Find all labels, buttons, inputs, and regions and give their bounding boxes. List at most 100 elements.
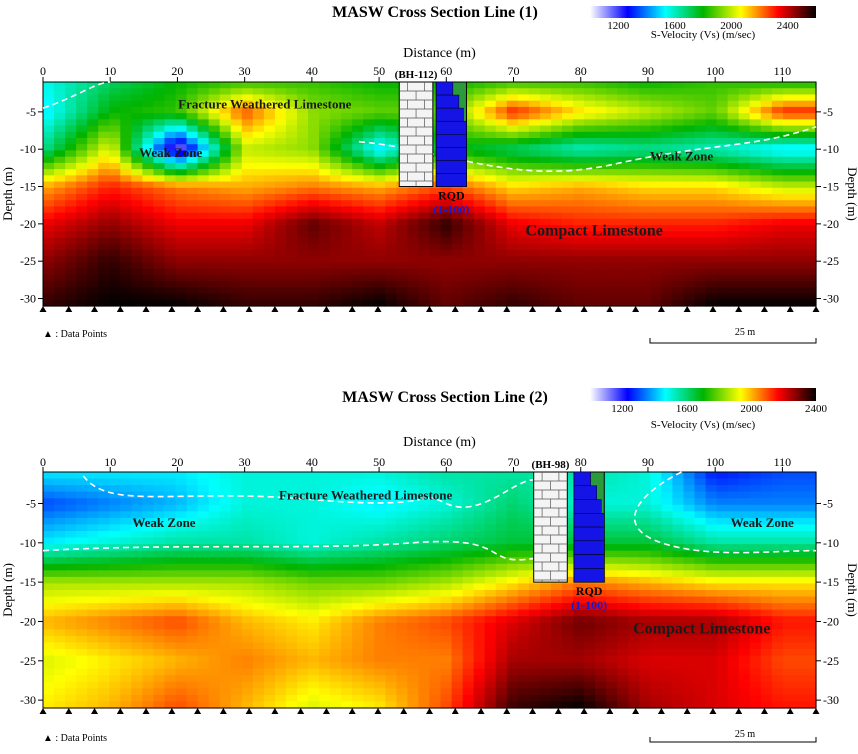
heatmap-cell — [551, 281, 563, 288]
heatmap-cell — [176, 505, 188, 512]
heatmap-cell — [650, 138, 662, 145]
heatmap-cell — [529, 616, 541, 623]
heatmap-cell — [474, 610, 486, 617]
heatmap-cell — [319, 577, 331, 584]
heatmap-cell — [474, 294, 486, 301]
heatmap-cell — [120, 610, 132, 617]
heatmap-cell — [209, 642, 221, 649]
heatmap-cell — [54, 557, 66, 564]
heatmap-cell — [176, 669, 188, 676]
heatmap-cell — [650, 524, 662, 531]
heatmap-cell — [706, 294, 718, 301]
heatmap-cell — [319, 695, 331, 702]
heatmap-cell — [661, 498, 673, 505]
heatmap-cell — [485, 557, 497, 564]
colorbar-tick-label: 2400 — [805, 403, 828, 415]
rqd-label: RQD — [438, 189, 465, 203]
heatmap-cell — [529, 213, 541, 220]
heatmap-cell — [507, 583, 519, 590]
heatmap-cell — [794, 262, 806, 269]
heatmap-cell — [43, 642, 55, 649]
heatmap-cell — [98, 256, 110, 263]
heatmap-cell — [65, 238, 77, 245]
heatmap-cell — [131, 669, 143, 676]
heatmap-cell — [584, 188, 596, 195]
heatmap-cell — [628, 132, 640, 139]
heatmap-cell — [65, 623, 77, 630]
heatmap-cell — [606, 132, 618, 139]
heatmap-cell — [297, 238, 309, 245]
heatmap-cell — [54, 675, 66, 682]
heatmap-cell — [198, 524, 210, 531]
heatmap-cell — [120, 225, 132, 232]
heatmap-cell — [164, 538, 176, 545]
heatmap-cell — [231, 244, 243, 251]
heatmap-cell — [706, 262, 718, 269]
heatmap-cell — [430, 557, 442, 564]
heatmap-cell — [551, 163, 563, 170]
heatmap-cell — [672, 557, 684, 564]
heatmap-cell — [661, 256, 673, 263]
heatmap-cell — [639, 669, 651, 676]
heatmap-cell — [407, 231, 419, 238]
heatmap-cells — [43, 472, 817, 709]
heatmap-cell — [164, 675, 176, 682]
heatmap-cell — [772, 206, 784, 213]
heatmap-cell — [76, 518, 88, 525]
heatmap-cell — [242, 138, 254, 145]
heatmap-cell — [242, 564, 254, 571]
heatmap-cell — [385, 577, 397, 584]
heatmap-cell — [496, 642, 508, 649]
heatmap-cell — [142, 213, 154, 220]
heatmap-cell — [341, 219, 353, 226]
heatmap-cell — [717, 107, 729, 114]
heatmap-cell — [308, 479, 320, 486]
heatmap-cell — [617, 505, 629, 512]
heatmap-cell — [650, 262, 662, 269]
heatmap-cell — [584, 669, 596, 676]
heatmap-cell — [330, 269, 342, 276]
heatmap-cell — [650, 662, 662, 669]
heatmap-cell — [131, 194, 143, 201]
heatmap-cell — [617, 597, 629, 604]
heatmap-cell — [209, 219, 221, 226]
heatmap-cell — [761, 275, 773, 282]
heatmap-cell — [628, 113, 640, 120]
heatmap-cell — [65, 281, 77, 288]
heatmap-cell — [176, 492, 188, 499]
heatmap-cell — [352, 524, 364, 531]
heatmap-cell — [385, 564, 397, 571]
heatmap-cell — [540, 597, 552, 604]
heatmap-cell — [253, 225, 265, 232]
heatmap-cell — [242, 175, 254, 182]
heatmap-cell — [739, 570, 751, 577]
heatmap-cell — [683, 518, 695, 525]
heatmap-cell — [109, 275, 121, 282]
heatmap-cell — [275, 275, 287, 282]
heatmap-cell — [529, 262, 541, 269]
heatmap-cell — [573, 88, 585, 95]
heatmap-cell — [706, 511, 718, 518]
heatmap-cell — [595, 256, 607, 263]
heatmap-cell — [551, 144, 563, 151]
heatmap-cell — [275, 269, 287, 276]
heatmap-cell — [43, 669, 55, 676]
heatmap-cell — [540, 256, 552, 263]
heatmap-cell — [739, 194, 751, 201]
heatmap-cell — [418, 194, 430, 201]
heatmap-cell — [617, 511, 629, 518]
heatmap-cell — [264, 682, 276, 689]
heatmap-cell — [352, 107, 364, 114]
heatmap-cell — [595, 649, 607, 656]
heatmap-cell — [330, 472, 342, 479]
heatmap-cell — [374, 119, 386, 126]
y-tick-label-left: -10 — [20, 142, 36, 156]
heatmap-cell — [672, 269, 684, 276]
heatmap-cell — [153, 175, 165, 182]
heatmap-cell — [308, 675, 320, 682]
heatmap-cell — [43, 649, 55, 656]
heatmap-cell — [131, 119, 143, 126]
heatmap-cell — [573, 200, 585, 207]
heatmap-cell — [286, 294, 298, 301]
heatmap-cell — [772, 101, 784, 108]
